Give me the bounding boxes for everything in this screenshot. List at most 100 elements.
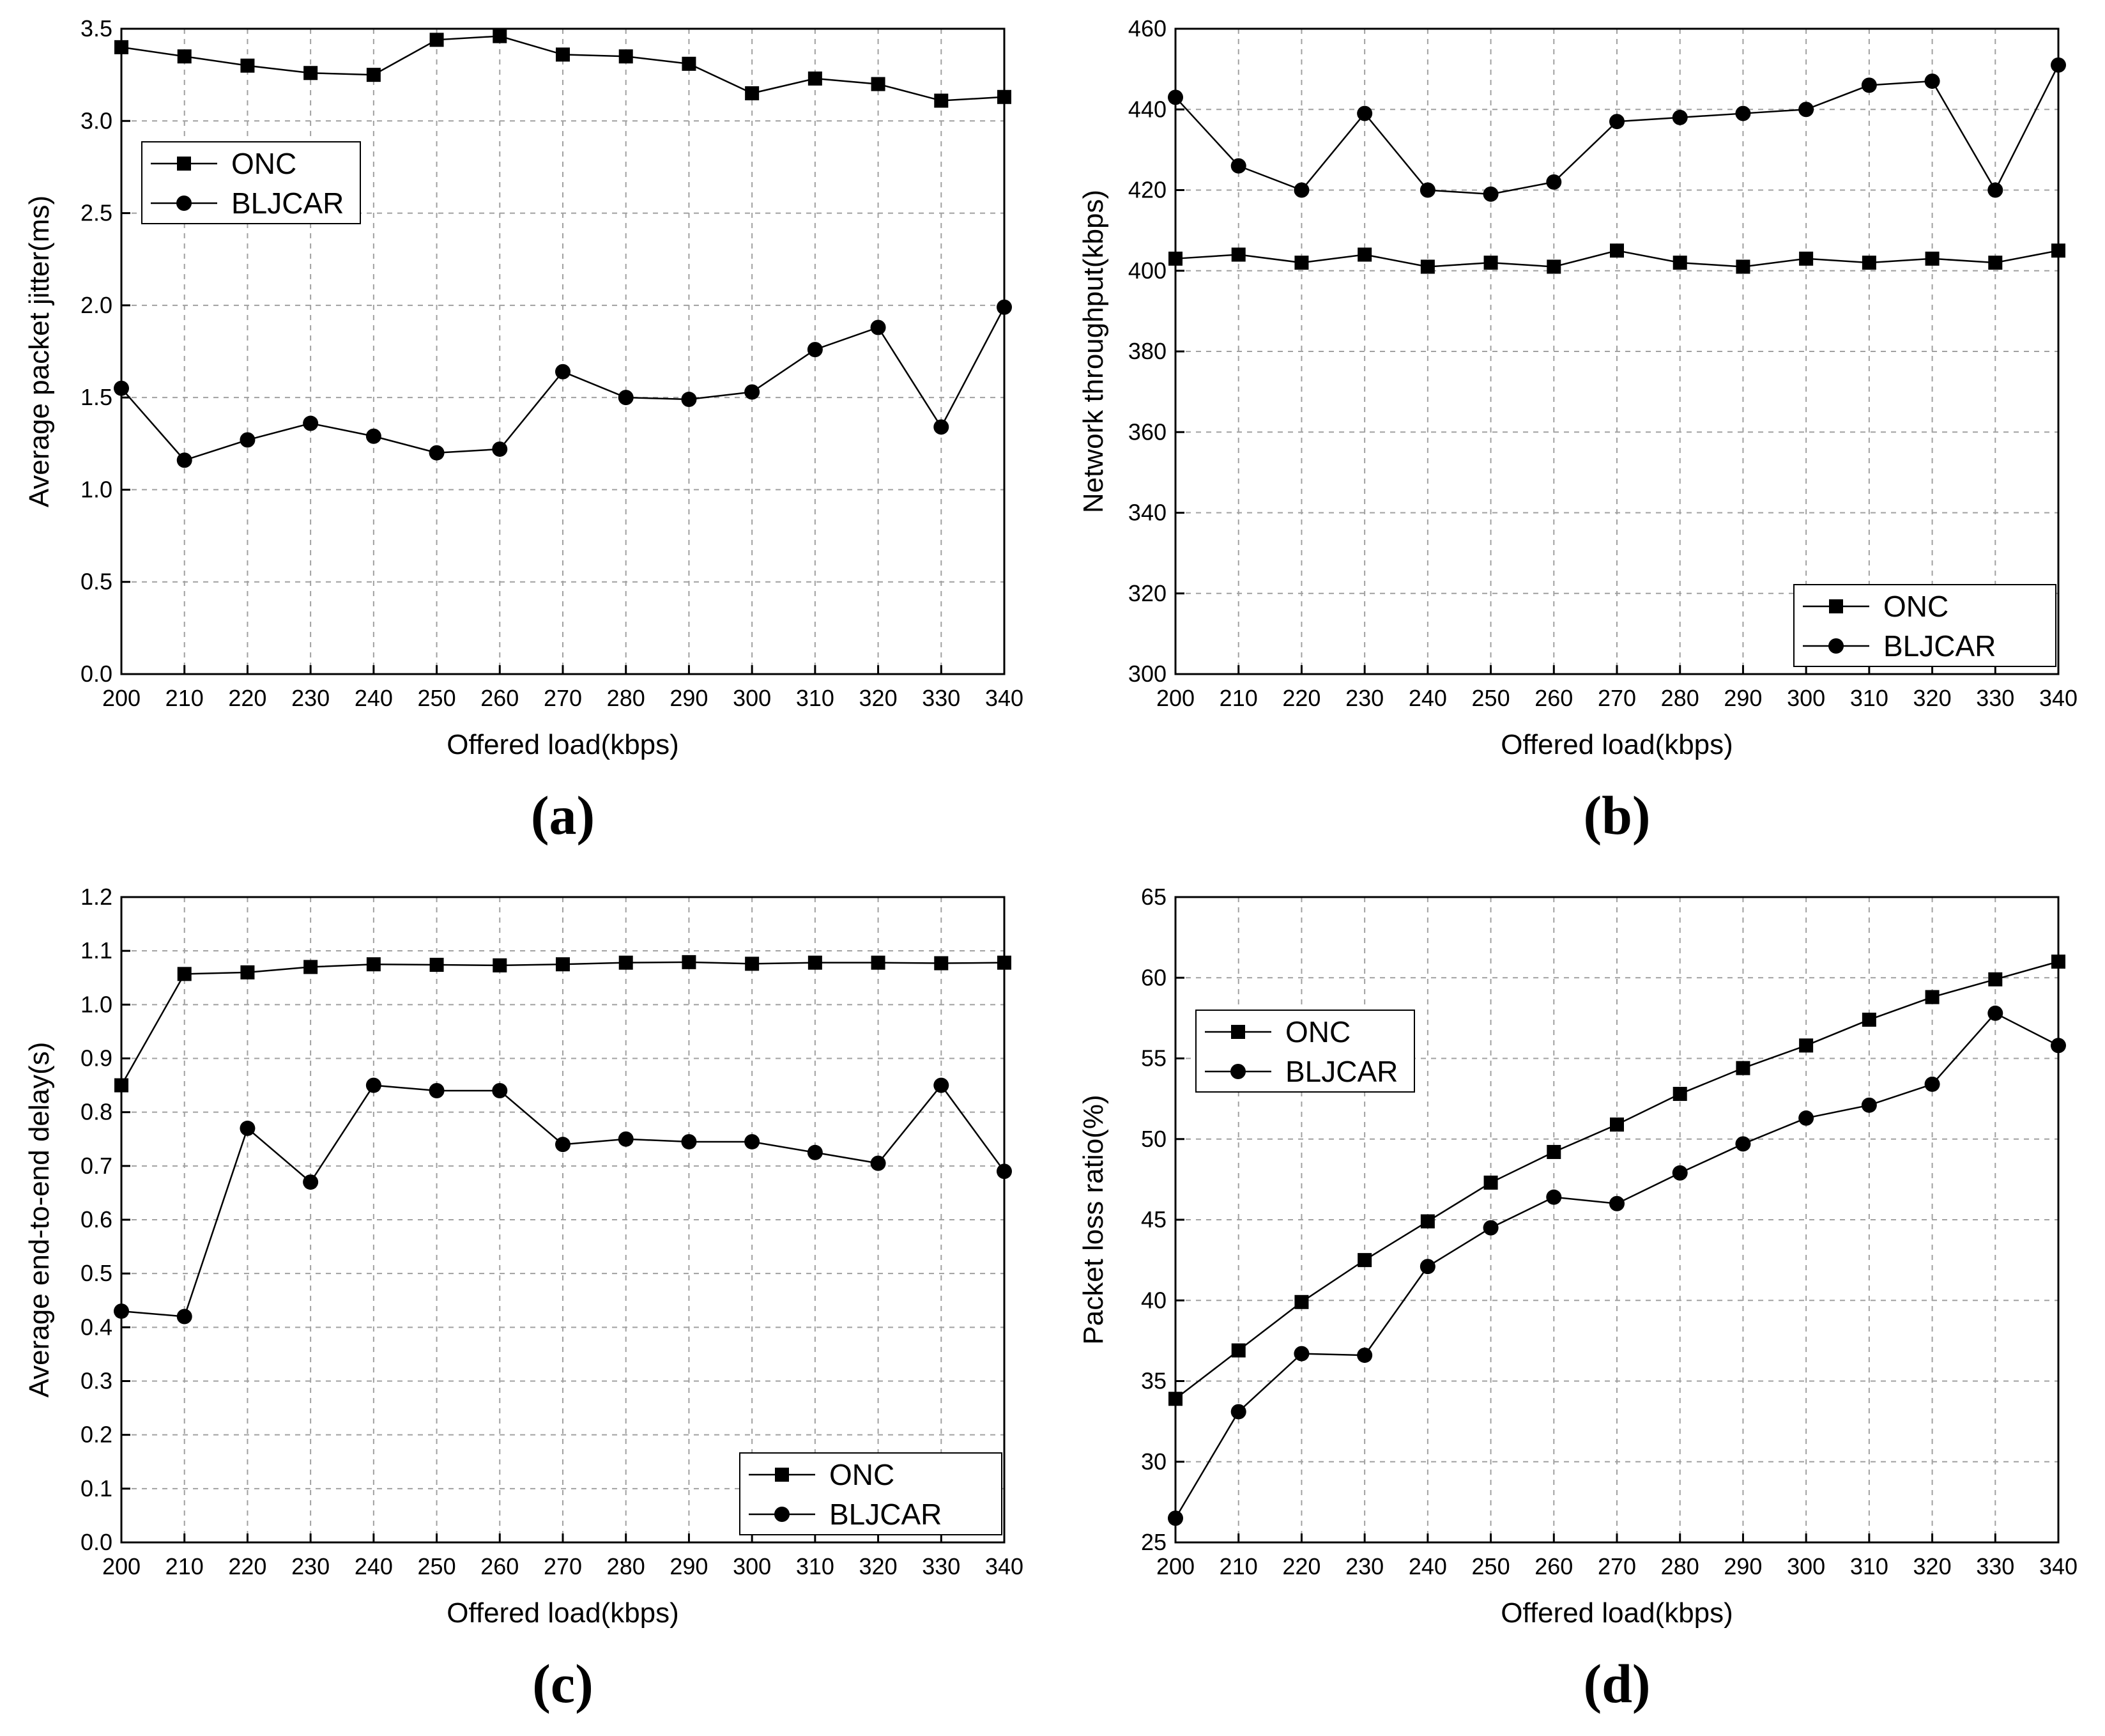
data-point-circle: [1735, 105, 1751, 121]
series-onc: [114, 955, 1011, 1093]
legend-label: ONC: [1883, 590, 1948, 623]
x-tick-label: 250: [1472, 685, 1510, 711]
data-point-square: [177, 967, 192, 981]
y-tick-label: 2.5: [80, 200, 112, 226]
data-point-circle: [303, 415, 319, 431]
data-point-square: [618, 955, 633, 970]
x-tick-label: 240: [355, 1553, 393, 1579]
y-tick-label: 460: [1128, 15, 1167, 42]
x-tick-label: 320: [859, 685, 898, 711]
data-point-square: [871, 77, 885, 91]
y-tick-label: 60: [1141, 964, 1167, 990]
data-point-circle: [1420, 1259, 1435, 1275]
data-point-circle: [807, 342, 823, 358]
data-point-square: [618, 49, 633, 64]
y-tick-label: 45: [1141, 1206, 1167, 1233]
x-axis-label: Offered load(kbps): [1501, 729, 1733, 760]
series-bljcar: [1168, 57, 2066, 202]
legend-label: ONC: [829, 1458, 894, 1491]
y-tick-label: 35: [1141, 1368, 1167, 1394]
y-tick-label: 0.7: [80, 1153, 112, 1179]
x-tick-label: 300: [1787, 685, 1825, 711]
data-point-circle: [1168, 89, 1183, 105]
x-tick-label: 330: [922, 685, 960, 711]
x-tick-label: 270: [1598, 1553, 1636, 1579]
legend-label: BLJCAR: [1883, 629, 1996, 663]
data-point-square: [934, 93, 949, 108]
y-tick-label: 340: [1128, 500, 1167, 526]
data-point-square: [1231, 247, 1246, 262]
x-tick-label: 230: [1345, 685, 1384, 711]
data-point-square: [177, 49, 192, 64]
data-point-circle: [1735, 1136, 1751, 1152]
x-tick-label: 280: [1661, 685, 1699, 711]
data-point-square: [808, 71, 822, 86]
series-bljcar: [114, 1077, 1012, 1325]
tick-group: 200 210 220 230 240 250 260 270 280 290 300 310 320 3…: [80, 15, 1023, 711]
x-tick-label: 220: [1282, 1553, 1320, 1579]
legend-marker-square: [1829, 599, 1843, 613]
data-point-circle: [1924, 73, 1940, 89]
x-tick-label: 310: [796, 1553, 834, 1579]
x-tick-label: 340: [985, 685, 1023, 711]
legend-label: BLJCAR: [1285, 1055, 1398, 1088]
x-tick-label: 240: [1409, 1553, 1447, 1579]
data-point-square: [682, 955, 696, 969]
x-tick-label: 280: [1661, 1553, 1699, 1579]
data-point-square: [1925, 251, 1940, 266]
data-point-square: [1294, 256, 1309, 270]
data-point-square: [682, 56, 696, 71]
data-point-square: [997, 955, 1011, 970]
series-onc: [1168, 243, 2065, 274]
y-tick-label: 0.4: [80, 1314, 112, 1340]
y-tick-label: 0.1: [80, 1475, 112, 1502]
data-point-square: [240, 58, 255, 73]
x-tick-label: 260: [1535, 1553, 1573, 1579]
x-tick-label: 340: [985, 1553, 1023, 1579]
legend: ONC BLJCAR: [1195, 1010, 1415, 1093]
x-tick-label: 270: [544, 685, 582, 711]
x-tick-label: 260: [480, 1553, 519, 1579]
data-point-circle: [2051, 1038, 2066, 1054]
series-line: [121, 1084, 1006, 1317]
x-tick-label: 280: [607, 685, 645, 711]
y-tick-label: 320: [1128, 580, 1167, 606]
y-tick-label: 0.5: [80, 569, 112, 595]
data-point-square: [493, 29, 507, 43]
data-point-square: [2051, 243, 2065, 258]
data-point-square: [303, 66, 318, 81]
x-tick-label: 210: [1220, 685, 1258, 711]
panel-label: (b): [1583, 785, 1650, 846]
data-point-circle: [997, 299, 1012, 315]
data-point-square: [745, 956, 760, 971]
legend-label: ONC: [1285, 1015, 1351, 1049]
legend-label: BLJCAR: [829, 1498, 942, 1531]
data-point-square: [1736, 259, 1750, 274]
y-tick-label: 3.0: [80, 107, 112, 134]
legend: ONC BLJCAR: [141, 141, 361, 224]
data-point-square: [2051, 955, 2065, 969]
data-point-circle: [1987, 1005, 2003, 1021]
x-tick-label: 290: [670, 685, 708, 711]
data-point-square: [934, 956, 949, 971]
y-axis-label: Average packet jitter(ms): [24, 196, 55, 507]
data-point-circle: [933, 419, 949, 435]
data-point-square: [366, 68, 381, 82]
tick-group: 200 210 220 230 240 250 260 270 280 290 300 310 320 3…: [1128, 15, 2078, 711]
data-point-circle: [1230, 1404, 1246, 1420]
y-tick-label: 55: [1141, 1045, 1167, 1072]
x-tick-label: 220: [228, 685, 266, 711]
x-tick-label: 200: [1156, 1553, 1195, 1579]
x-tick-label: 230: [291, 1553, 330, 1579]
data-point-circle: [492, 1083, 508, 1098]
y-tick-label: 1.1: [80, 937, 112, 964]
y-tick-label: 300: [1128, 661, 1167, 687]
x-tick-label: 340: [2039, 685, 2078, 711]
data-point-circle: [807, 1144, 823, 1160]
data-point-circle: [870, 319, 886, 335]
data-point-circle: [1798, 102, 1814, 118]
data-point-circle: [997, 1164, 1012, 1179]
y-tick-label: 0.3: [80, 1368, 112, 1394]
data-point-square: [1673, 1087, 1687, 1102]
data-point-square: [1673, 256, 1687, 270]
